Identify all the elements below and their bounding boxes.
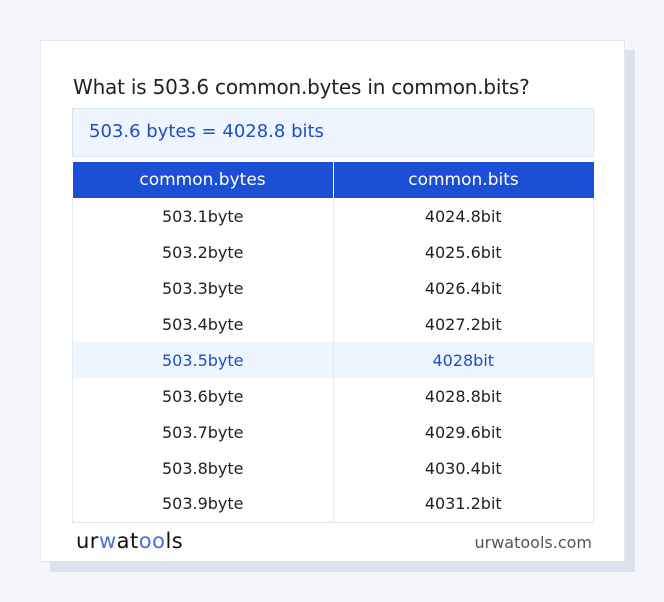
column-header: common.bits <box>332 162 594 198</box>
table-cell: 4031.2bit <box>332 486 594 523</box>
table-cell: 503.9byte <box>72 486 334 523</box>
table-row: 503.1byte 4024.8bit <box>72 198 594 234</box>
conversion-table: common.bytes common.bits 503.1byte 4024.8… <box>72 162 594 523</box>
table-cell: 4027.2bit <box>332 306 594 342</box>
table-row: 503.5byte 4028bit <box>72 342 594 378</box>
table-row: 503.4byte 4027.2bit <box>72 306 594 342</box>
table-cell: 4025.6bit <box>332 234 594 270</box>
table-cell: 503.6byte <box>72 378 334 414</box>
result-box: 503.6 bytes = 4028.8 bits <box>72 108 594 157</box>
table-cell: 503.8byte <box>72 450 334 486</box>
page-title: What is 503.6 common.bytes in common.bit… <box>73 75 530 99</box>
table-cell: 4030.4bit <box>332 450 594 486</box>
urwatools-logo[interactable]: urwatools <box>76 529 184 553</box>
table-cell: 503.2byte <box>72 234 334 270</box>
table-row: 503.2byte 4025.6bit <box>72 234 594 270</box>
table-cell: 503.1byte <box>72 198 334 234</box>
table-row: 503.9byte 4031.2bit <box>72 486 594 523</box>
conversion-card: What is 503.6 common.bytes in common.bit… <box>40 40 625 562</box>
table-row: 503.3byte 4026.4bit <box>72 270 594 306</box>
table-cell: 503.3byte <box>72 270 334 306</box>
table-cell: 4024.8bit <box>332 198 594 234</box>
column-header: common.bytes <box>72 162 333 198</box>
table-row: 503.6byte 4028.8bit <box>72 378 594 414</box>
table-row: 503.7byte 4029.6bit <box>72 414 594 450</box>
table-cell: 503.4byte <box>72 306 334 342</box>
site-link[interactable]: urwatools.com <box>474 533 593 552</box>
table-cell: 4028bit <box>332 342 594 378</box>
table-cell: 503.5byte <box>72 342 334 378</box>
table-cell: 4026.4bit <box>332 270 594 306</box>
table-cell: 503.7byte <box>72 414 334 450</box>
table-cell: 4028.8bit <box>332 378 594 414</box>
table-cell: 4029.6bit <box>332 414 594 450</box>
table-row: 503.8byte 4030.4bit <box>72 450 594 486</box>
